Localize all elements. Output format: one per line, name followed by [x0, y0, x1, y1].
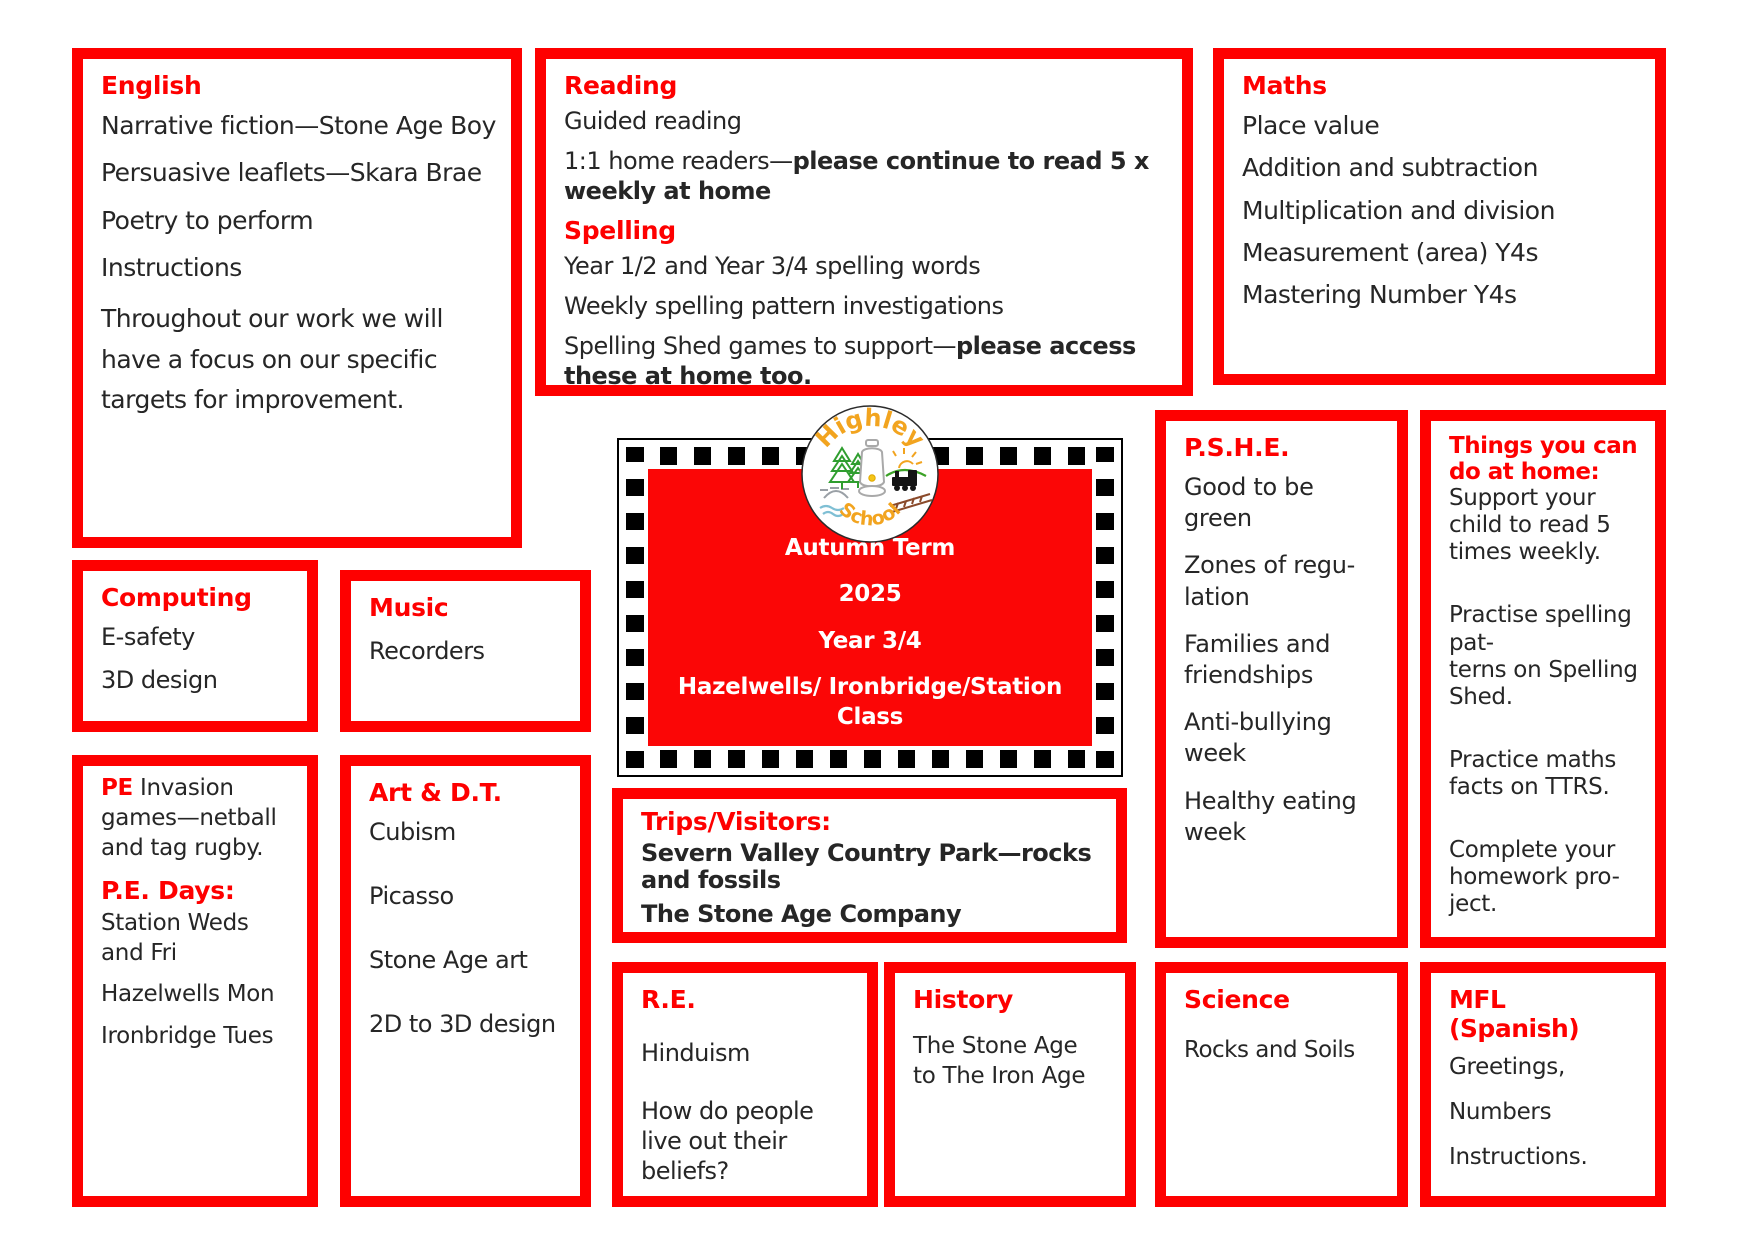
list-item: Mastering Number Y4s: [1242, 280, 1517, 309]
list-item: Weekly spelling pattern investigations: [564, 292, 1004, 320]
pe-days-title: P.E. Days:: [101, 875, 235, 905]
list-item: Numbers: [1449, 1098, 1552, 1125]
checker-strip: [626, 750, 1114, 768]
pe-intro: PE Invasion games—netball and tag rugby.: [101, 774, 293, 864]
list-item: 1:1 home readers—please continue to read…: [564, 146, 1168, 206]
bold-text: please continue to read 5 x weekly at ho…: [564, 147, 1149, 205]
english-title: English: [101, 71, 202, 100]
list-item: 3D design: [101, 666, 218, 694]
pshe-subject-box: P.S.H.E. Good to be green Zones of regu-…: [1155, 410, 1408, 948]
maths-title: Maths: [1242, 71, 1327, 100]
list-item: Healthy eating week: [1184, 786, 1357, 846]
pe-subject-box: PE Invasion games—netball and tag rugby.…: [72, 755, 318, 1207]
list-item: Greetings,: [1449, 1054, 1565, 1080]
mfl-title: MFL (Spanish): [1449, 985, 1580, 1043]
banner-year: 2025: [838, 581, 902, 608]
pe-title: PE: [101, 775, 133, 801]
list-item: Throughout our work we will have a focus…: [101, 304, 443, 414]
list-item: 2D to 3D design: [369, 1010, 556, 1038]
art-dt-subject-box: Art & D.T. Cubism Picasso Stone Age art …: [340, 755, 591, 1207]
list-item: Complete your homework pro- ject.: [1449, 837, 1620, 918]
list-item: Year 1/2 and Year 3/4 spelling words: [564, 252, 981, 280]
list-item: Ironbridge Tues: [101, 1023, 274, 1050]
re-title: R.E.: [641, 985, 696, 1014]
list-item: The Stone Age Company: [641, 899, 962, 928]
school-logo-graphic: Highley School: [801, 404, 939, 543]
list-item: Recorders: [369, 637, 485, 665]
sun-icon: [892, 448, 923, 469]
railway-track-icon: [889, 493, 933, 513]
list-item: Narrative fiction—Stone Age Boy: [101, 111, 496, 140]
reading-title: Reading: [564, 71, 678, 100]
maths-subject-box: Maths Place value Addition and subtracti…: [1213, 48, 1666, 385]
history-title: History: [913, 985, 1014, 1014]
banner-yeargroup: Year 3/4: [818, 627, 922, 654]
list-item: Picasso: [369, 882, 454, 910]
list-item: E-safety: [101, 623, 195, 651]
science-subject-box: Science Rocks and Soils: [1155, 962, 1408, 1207]
water-icon: [819, 504, 845, 518]
spelling-title: Spelling: [564, 216, 676, 245]
computing-title: Computing: [101, 583, 252, 612]
list-item: Guided reading: [564, 107, 742, 135]
re-subject-box: R.E. Hinduism How do people live out the…: [612, 962, 878, 1207]
list-item: Anti-bullying week: [1184, 708, 1332, 768]
banner-classes: Hazelwells/ Ironbridge/Station Class: [677, 674, 1063, 730]
history-subject-box: History The Stone Age to The Iron Age: [884, 962, 1136, 1207]
list-item: Hinduism: [641, 1039, 750, 1067]
list-item: Families and friendships: [1184, 629, 1331, 689]
english-subject-box: English Narrative fiction—Stone Age Boy …: [72, 48, 522, 548]
plain-text: Spelling Shed games to support—: [564, 332, 956, 360]
bold-text: please access these at home too.: [564, 332, 1136, 390]
list-item: Good to be green: [1184, 473, 1314, 533]
hill-icon: [885, 468, 927, 477]
pine-trees-icon: [828, 446, 870, 489]
list-item: Instructions: [101, 252, 242, 282]
list-item: Place value: [1242, 111, 1380, 140]
list-item: The Stone Age to The Iron Age: [913, 1033, 1086, 1089]
things-title: Things you can do at home:: [1449, 433, 1638, 485]
science-title: Science: [1184, 985, 1290, 1014]
checker-strip: [626, 447, 644, 768]
checker-strip: [1096, 447, 1114, 768]
music-title: Music: [369, 593, 449, 622]
miners-lamp-icon: [858, 439, 886, 497]
list-item: Instructions.: [1449, 1143, 1588, 1170]
pshe-title: P.S.H.E.: [1184, 433, 1290, 462]
trips-visitors-box: Trips/Visitors: Severn Valley Country Pa…: [612, 788, 1127, 943]
train-icon: [892, 470, 917, 491]
list-item: Persuasive leaflets—Skara Brae: [101, 158, 482, 188]
mfl-subject-box: MFL (Spanish) Greetings, Numbers Instruc…: [1420, 962, 1666, 1207]
reading-subject-box: Reading Guided reading 1:1 home readers—…: [535, 48, 1193, 396]
list-item: Station Weds and Fri: [101, 909, 249, 966]
plain-text: 1:1 home readers—: [564, 147, 793, 175]
list-item: Practice maths facts on TTRS.: [1449, 746, 1617, 800]
list-item: Severn Valley Country Park—rocks and fos…: [641, 839, 1092, 894]
computing-subject-box: Computing E-safety 3D design: [72, 560, 318, 732]
list-item: Measurement (area) Y4s: [1242, 237, 1538, 267]
art-dt-title: Art & D.T.: [369, 778, 502, 807]
plain-text: Invasion games—netball and tag rugby.: [101, 775, 277, 861]
list-item: Zones of regu- lation: [1184, 551, 1356, 611]
list-item: Multiplication and division: [1242, 195, 1555, 225]
list-item: Spelling Shed games to support—please ac…: [564, 331, 1168, 391]
music-subject-box: Music Recorders: [340, 570, 591, 732]
list-item: Poetry to perform: [101, 205, 314, 235]
list-item: Support your child to read 5 times weekl…: [1449, 485, 1611, 566]
list-item: Hazelwells Mon: [101, 981, 275, 1008]
list-item: Cubism: [369, 818, 456, 846]
list-item: How do people live out their beliefs?: [641, 1097, 814, 1185]
things-at-home-box: Things you can do at home: Support your …: [1420, 410, 1666, 948]
list-item: Rocks and Soils: [1184, 1037, 1355, 1063]
list-item: Stone Age art: [369, 946, 528, 974]
school-logo: Highley School: [800, 404, 940, 544]
list-item: Addition and subtraction: [1242, 153, 1538, 183]
list-item: Practise spelling pat- terns on Spelling…: [1449, 602, 1638, 710]
trips-title: Trips/Visitors:: [641, 807, 831, 836]
